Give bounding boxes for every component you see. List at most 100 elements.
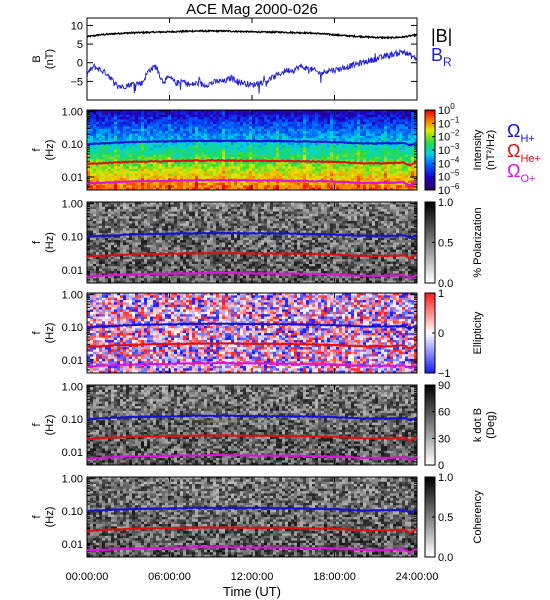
intensity-cell — [282, 173, 286, 177]
intensity-cell — [267, 180, 271, 184]
intensity-cell — [267, 161, 271, 165]
intensity-cell — [351, 159, 355, 163]
polarization-cell — [111, 221, 115, 224]
polarization-cell — [225, 209, 229, 212]
intensity-cell — [117, 128, 121, 132]
intensity-cell — [333, 131, 337, 134]
intensity-cell — [264, 138, 268, 141]
polarization-cell — [393, 211, 397, 215]
intensity-cell — [381, 128, 385, 132]
intensity-cell — [120, 117, 124, 120]
intensity-cell — [189, 157, 193, 160]
intensity-cell — [384, 173, 388, 177]
intensity-cell — [123, 119, 127, 123]
intensity-cell — [330, 126, 334, 130]
polarization-cell — [330, 211, 334, 215]
intensity-cell — [363, 145, 367, 149]
polarization-cell — [87, 213, 91, 217]
polarization-cell — [237, 216, 241, 220]
intensity-cell — [282, 117, 286, 120]
intensity-cell — [219, 124, 223, 127]
polarization-cell — [207, 202, 211, 205]
intensity-cell — [90, 187, 94, 191]
intensity-cell — [399, 119, 403, 123]
polarization-cell — [141, 213, 145, 217]
intensity-cell — [345, 168, 349, 172]
intensity-cell — [126, 126, 130, 130]
intensity-cell — [342, 119, 346, 123]
polarization-cell — [216, 221, 220, 224]
intensity-cell — [408, 187, 412, 191]
intensity-cell — [183, 150, 187, 153]
intensity-cell — [237, 145, 241, 149]
intensity-cell — [126, 157, 130, 160]
intensity-cell — [375, 152, 379, 156]
intensity-cell — [231, 187, 235, 191]
polarization-cell — [195, 204, 199, 208]
intensity-cell — [336, 138, 340, 141]
polarization-cell — [402, 202, 406, 205]
polarization-cell — [363, 202, 367, 205]
intensity-cell — [291, 147, 295, 151]
intensity-cell — [390, 166, 394, 170]
intensity-cell — [138, 112, 142, 116]
intensity-cell — [234, 110, 238, 113]
intensity-cell — [159, 152, 163, 156]
intensity-cell — [306, 117, 310, 120]
intensity-cell — [381, 175, 385, 179]
intensity-cell — [111, 152, 115, 156]
intensity-cell — [126, 150, 130, 153]
intensity-cell — [348, 135, 352, 139]
intensity-cell — [198, 131, 202, 134]
intensity-cell — [366, 171, 370, 174]
intensity-cell — [369, 152, 373, 156]
intensity-cell — [336, 145, 340, 149]
polarization-cell — [387, 211, 391, 215]
polarization-cell — [252, 213, 256, 217]
intensity-cell — [99, 117, 103, 120]
polarization-cell — [297, 213, 301, 217]
intensity-cell — [294, 131, 298, 134]
intensity-cell — [261, 180, 265, 184]
intensity-cell — [264, 161, 268, 165]
polarization-cell — [396, 218, 400, 222]
intensity-cell — [300, 173, 304, 177]
polarization-cell — [399, 204, 403, 208]
intensity-cell — [138, 142, 142, 146]
intensity-cell — [300, 168, 304, 172]
intensity-cell — [153, 168, 157, 172]
intensity-cell — [147, 154, 151, 158]
intensity-cell — [216, 128, 220, 132]
intensity-cell — [279, 185, 283, 189]
intensity-cell — [369, 187, 373, 191]
intensity-cell — [336, 187, 340, 191]
intensity-cell — [120, 147, 124, 151]
intensity-cell — [201, 147, 205, 151]
polarization-cell — [177, 206, 181, 210]
intensity-cell — [237, 112, 241, 116]
intensity-cell — [333, 173, 337, 177]
intensity-cell — [156, 142, 160, 146]
intensity-cell — [192, 126, 196, 130]
intensity-cell — [138, 185, 142, 189]
intensity-cell — [93, 147, 97, 151]
intensity-cell — [225, 110, 229, 113]
intensity-cell — [111, 142, 115, 146]
polarization-cell — [354, 204, 358, 208]
polarization-cell — [126, 211, 130, 215]
intensity-cell — [264, 131, 268, 134]
polarization-cell — [114, 223, 118, 227]
intensity-cell — [249, 164, 253, 167]
intensity-cell — [381, 145, 385, 149]
intensity-cell — [114, 138, 118, 141]
intensity-cell — [129, 161, 133, 165]
intensity-cell — [114, 121, 118, 125]
intensity-cell — [273, 112, 277, 116]
intensity-cell — [372, 126, 376, 130]
intensity-cell — [363, 138, 367, 141]
polarization-cell — [117, 204, 121, 208]
intensity-cell — [321, 124, 325, 127]
polarization-cell — [156, 218, 160, 222]
intensity-cell — [231, 173, 235, 177]
